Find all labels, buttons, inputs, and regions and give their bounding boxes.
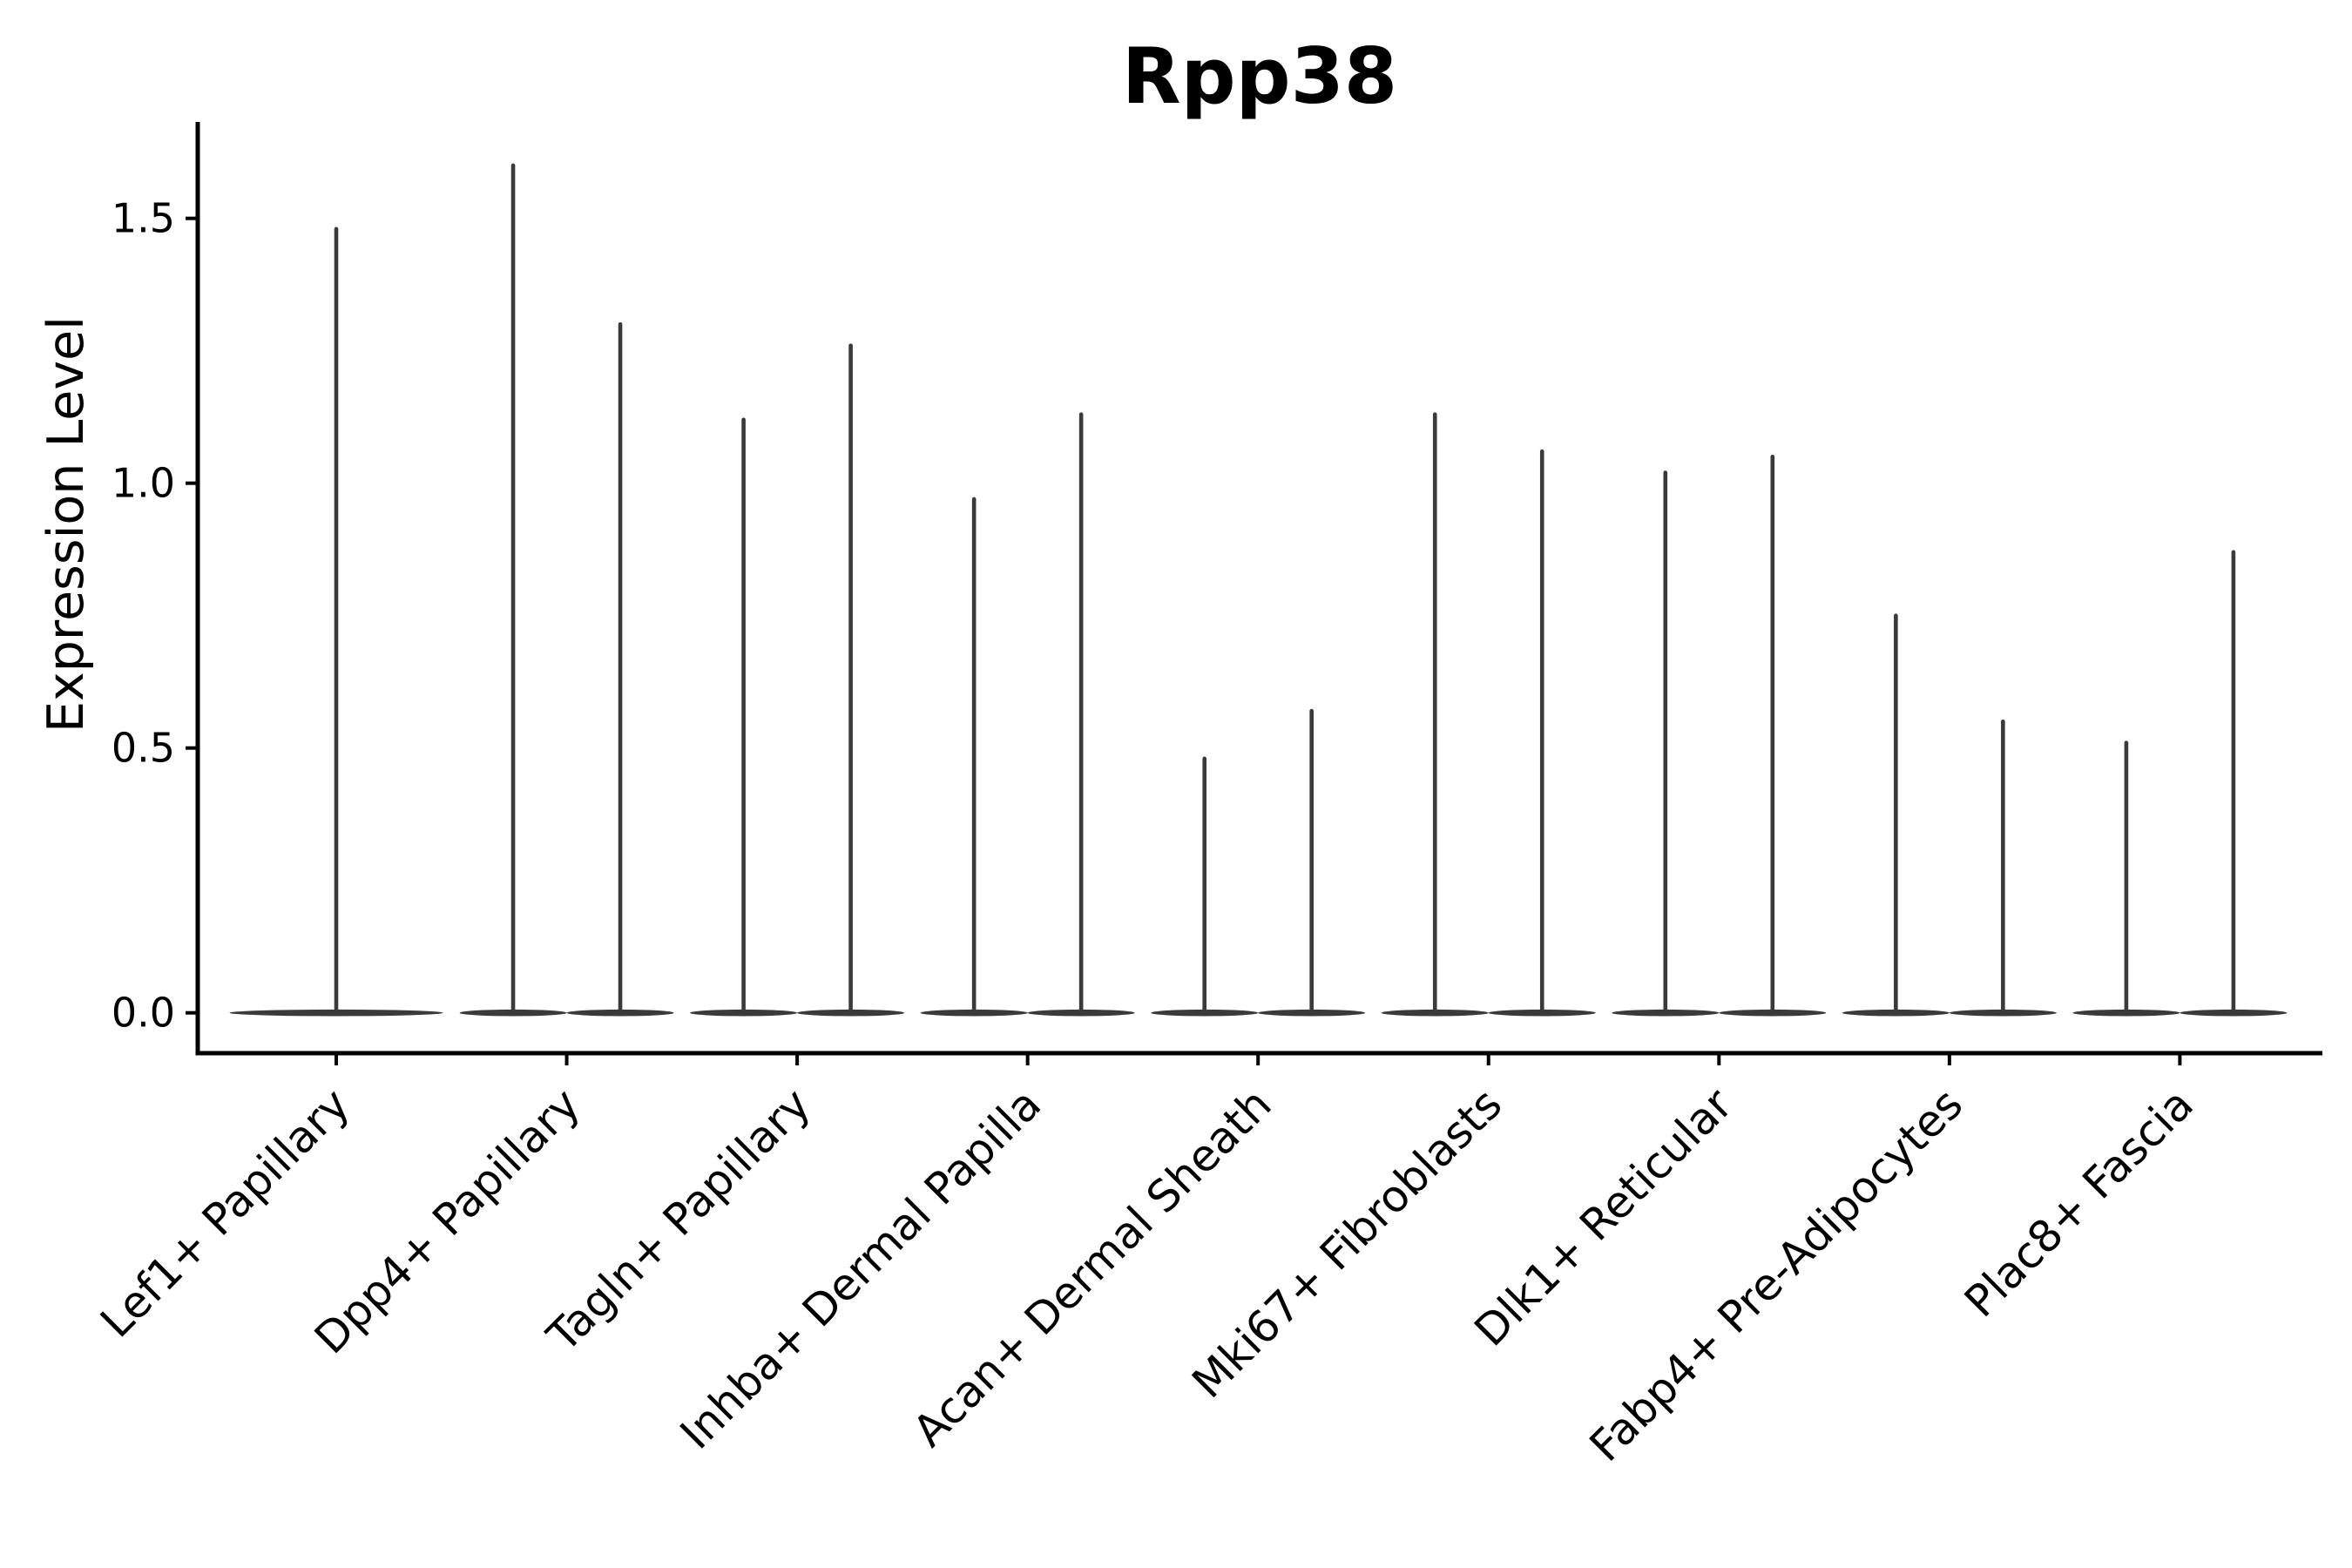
violin-group [459, 163, 674, 1017]
x-tick-label: Lef1+ Papillary [91, 1078, 359, 1347]
x-tick-label: Fabp4+ Pre-Adipocytes [1580, 1078, 1973, 1471]
violin-group [2072, 550, 2288, 1017]
violin-group [1381, 412, 1596, 1017]
y-tick-label: 0.0 [112, 990, 175, 1037]
plot-title: Rpp38 [1122, 31, 1397, 121]
violin-group [920, 412, 1135, 1017]
x-tick-label: Plac8+ Fascia [1955, 1078, 2203, 1327]
violin-group [1151, 708, 1366, 1017]
violins-layer [229, 163, 2288, 1017]
y-tick-label: 1.0 [112, 460, 175, 507]
y-axis-label: Expression Level [37, 316, 95, 733]
violin-group [229, 226, 443, 1017]
y-tick-label: 1.5 [112, 195, 175, 242]
violin-group [1612, 454, 1827, 1017]
violin-group [1842, 613, 2057, 1017]
violin-group [690, 343, 905, 1017]
y-tick-label: 0.5 [112, 725, 175, 772]
